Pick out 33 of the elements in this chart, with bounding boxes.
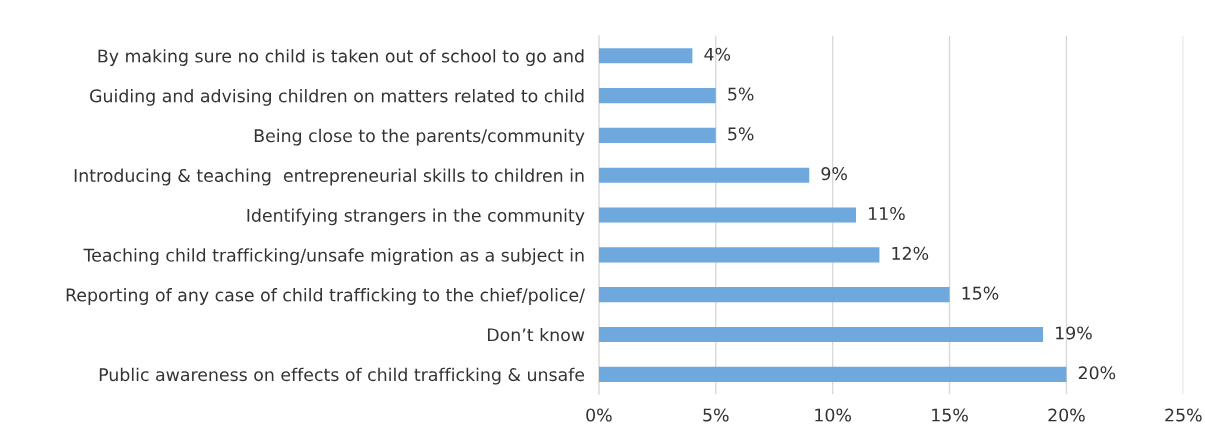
y-tick-label: Teaching child trafficking/unsafe migration as a subject in: [83, 248, 584, 266]
data-label: 9%: [821, 167, 847, 181]
x-tick-label: 5%: [703, 408, 729, 422]
bar: [598, 247, 880, 263]
x-tick-label: 15%: [932, 408, 968, 422]
data-label: 5%: [728, 127, 754, 141]
bar: [598, 127, 716, 143]
y-tick-label: Being close to the parents/community: [254, 128, 585, 146]
data-label: 4%: [704, 47, 731, 61]
data-label: 11%: [869, 206, 905, 221]
bar: [598, 48, 693, 64]
bar: [598, 287, 950, 303]
y-tick-label: Don’t know: [487, 327, 585, 342]
bar: [598, 207, 857, 223]
data-label: 19%: [1056, 326, 1092, 340]
y-tick-label: Identifying strangers in the community: [247, 208, 585, 226]
data-label: 12%: [892, 246, 929, 260]
x-tick-label: 25%: [1165, 408, 1202, 422]
y-tick-label: Public awareness on effects of child trafficking & unsafe: [99, 367, 585, 385]
bar: [598, 326, 1044, 343]
data-label: 5%: [728, 87, 754, 101]
y-tick-label: By making sure no child is taken out of school to go and: [98, 49, 584, 66]
x-tick-label: 0%: [586, 408, 612, 422]
bar: [598, 366, 1067, 382]
y-tick-label: Guiding and advising children on matters related to child: [90, 88, 584, 106]
y-tick-label: Introducing & teaching entrepreneurial skills to children in: [74, 168, 584, 186]
bar: [598, 167, 810, 183]
data-label: 20%: [1078, 366, 1116, 380]
x-tick-label: 10%: [815, 408, 851, 422]
x-tick-label: 20%: [1048, 408, 1085, 422]
y-tick-label: Reporting of any case of child trafficking to the chief/police/: [66, 288, 585, 305]
data-label: 15%: [962, 286, 999, 300]
bar: [598, 88, 716, 104]
